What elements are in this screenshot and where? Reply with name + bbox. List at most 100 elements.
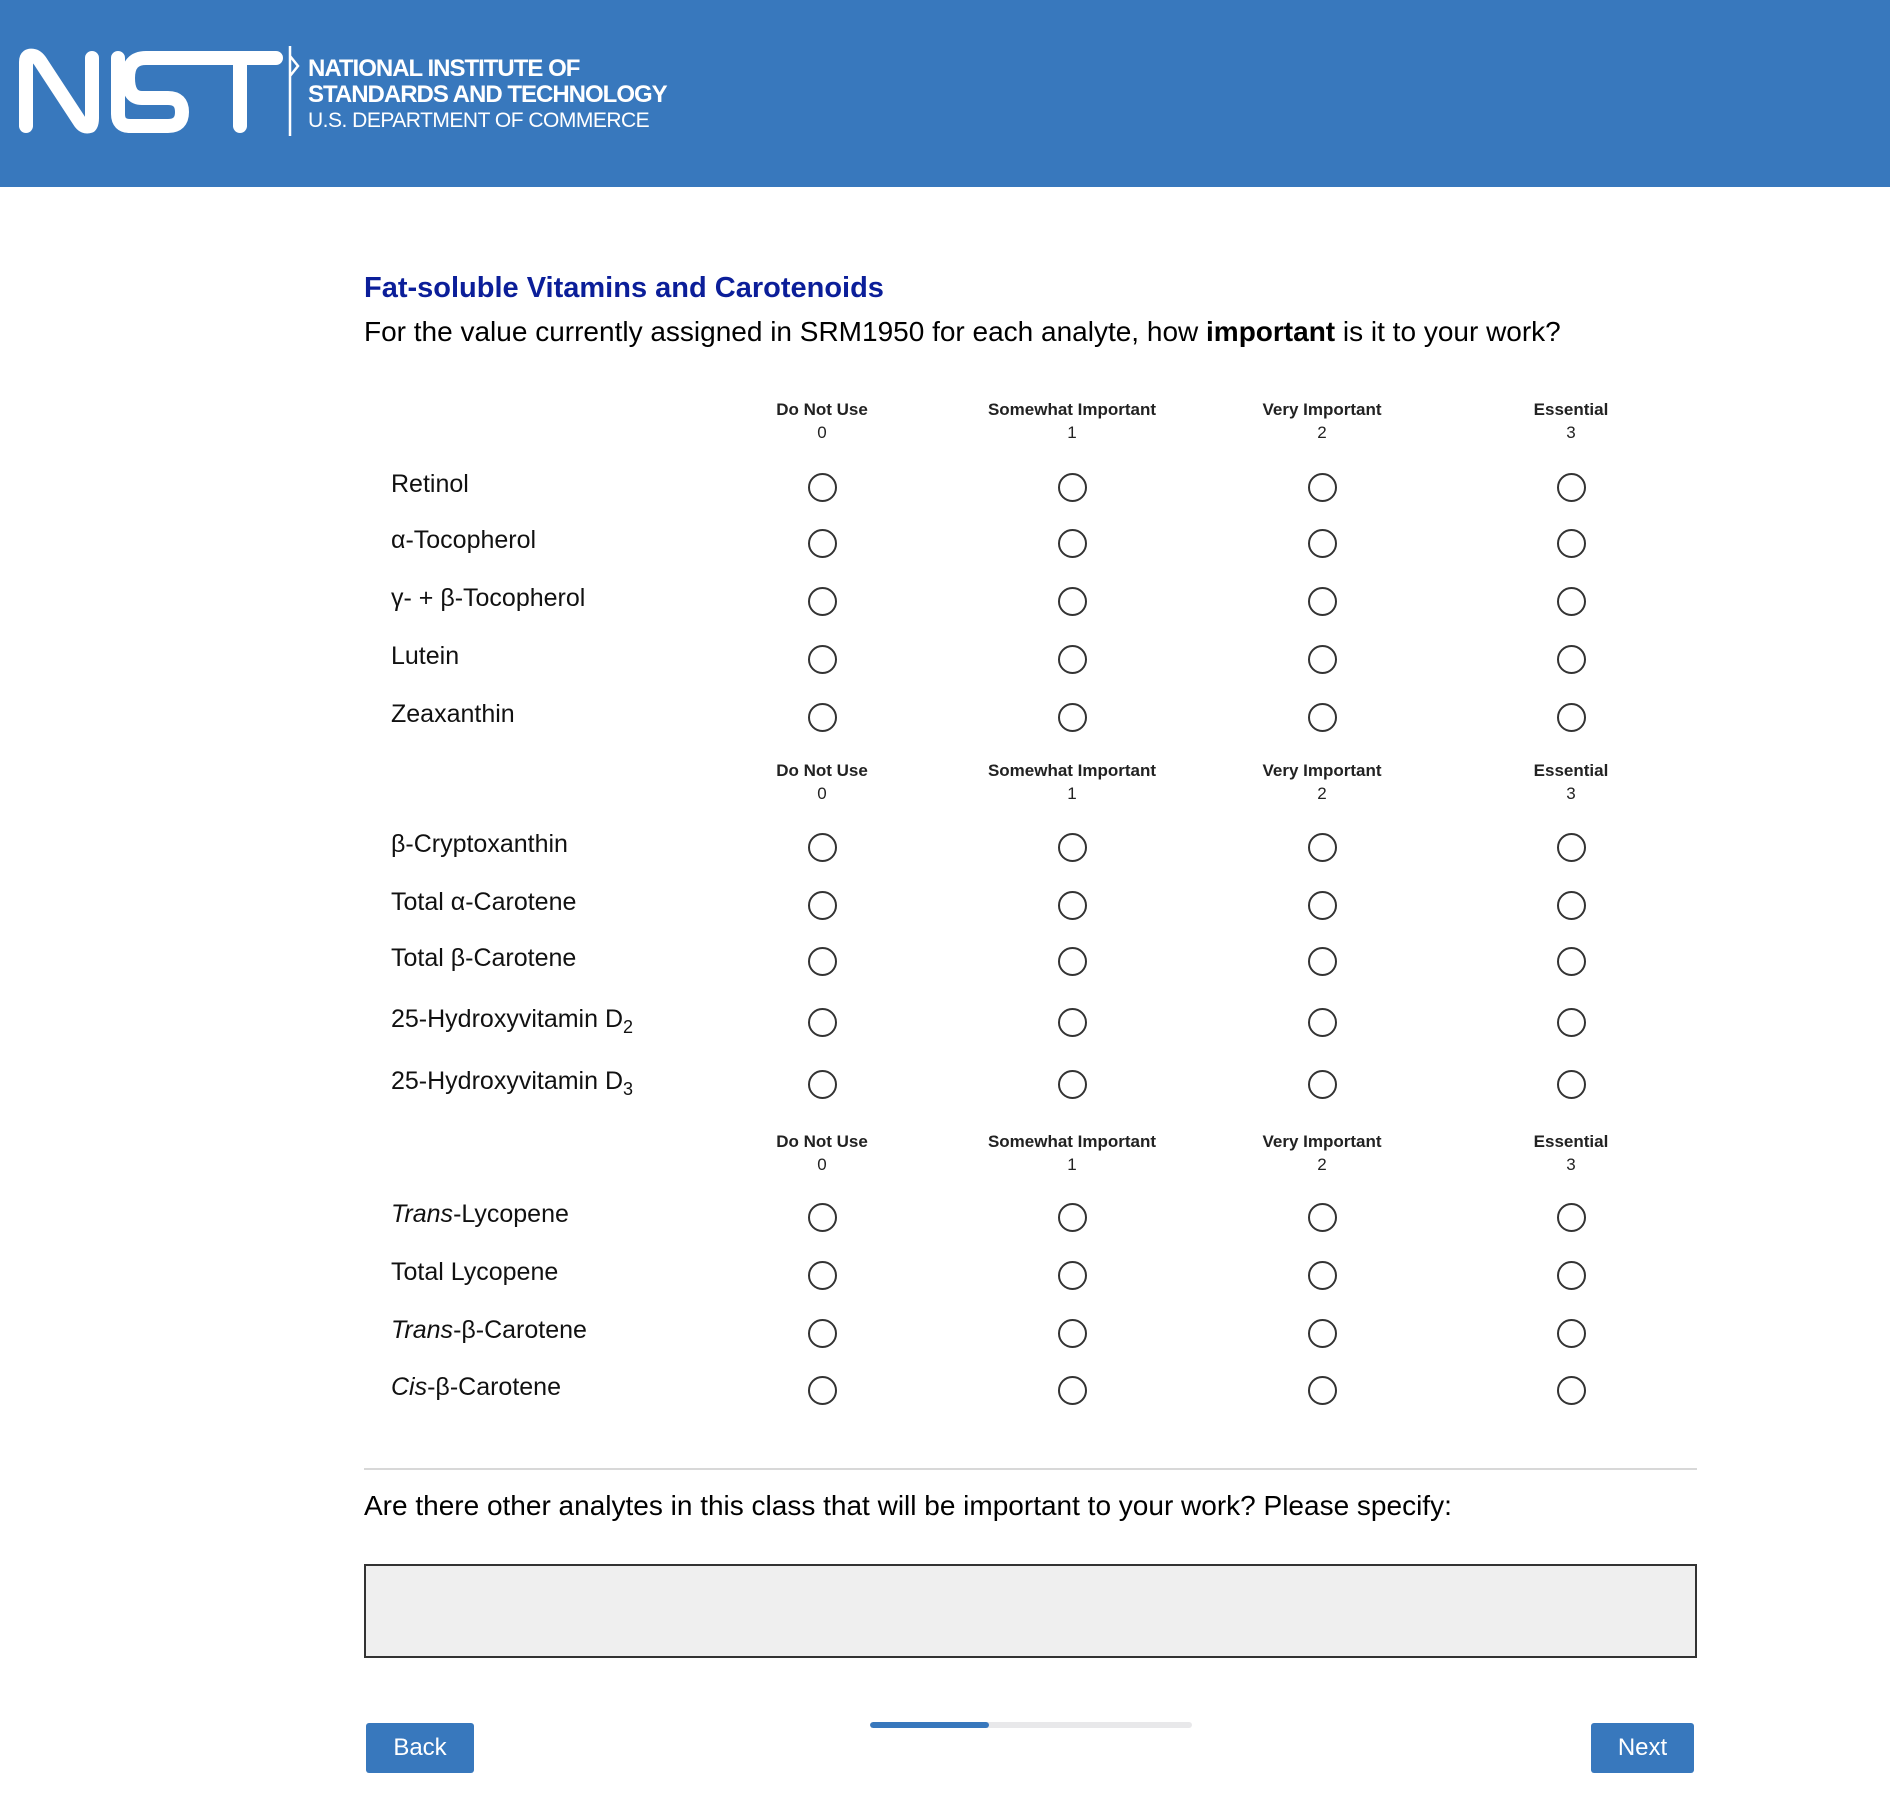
rating-radio[interactable]: [1057, 1375, 1087, 1405]
rating-radio[interactable]: [1556, 586, 1586, 616]
analyte-label: Trans-Lycopene: [391, 1200, 569, 1228]
rating-radio[interactable]: [1057, 702, 1087, 732]
column-header: Do Not Use 0: [692, 398, 952, 444]
column-header: Somewhat Important 1: [942, 759, 1202, 805]
rating-radio[interactable]: [1556, 1202, 1586, 1232]
rating-radio[interactable]: [1556, 1375, 1586, 1405]
rating-radio[interactable]: [1556, 644, 1586, 674]
rating-radio[interactable]: [1307, 586, 1337, 616]
rating-radio[interactable]: [807, 528, 837, 558]
column-header: Very Important 2: [1192, 759, 1452, 805]
column-header: Essential 3: [1441, 759, 1701, 805]
rating-radio[interactable]: [1307, 1202, 1337, 1232]
rating-radio[interactable]: [1556, 1318, 1586, 1348]
rating-radio[interactable]: [807, 1069, 837, 1099]
rating-radio[interactable]: [1307, 472, 1337, 502]
next-button[interactable]: Next: [1591, 1723, 1694, 1773]
rating-radio[interactable]: [1057, 586, 1087, 616]
column-label: Somewhat Important: [987, 1132, 1157, 1151]
rating-radio[interactable]: [1307, 1069, 1337, 1099]
analyte-label: 25-Hydroxyvitamin D3: [391, 1067, 634, 1099]
analyte-label: β-Cryptoxanthin: [391, 830, 568, 858]
rating-radio[interactable]: [807, 1007, 837, 1037]
progress-bar: [870, 1722, 1192, 1728]
column-label: Very Important: [1262, 400, 1382, 419]
analyte-label: Total α-Carotene: [391, 888, 577, 916]
rating-radio[interactable]: [1556, 528, 1586, 558]
rating-radio[interactable]: [1057, 472, 1087, 502]
rating-radio[interactable]: [807, 1202, 837, 1232]
rating-radio[interactable]: [1556, 1007, 1586, 1037]
agency-line-3: U.S. DEPARTMENT OF COMMERCE: [308, 109, 650, 132]
analyte-label: Retinol: [391, 470, 469, 498]
rating-radio[interactable]: [807, 890, 837, 920]
column-header: Essential 3: [1441, 398, 1701, 444]
rating-radio[interactable]: [1307, 946, 1337, 976]
rating-radio[interactable]: [807, 946, 837, 976]
rating-radio[interactable]: [1307, 1260, 1337, 1290]
analyte-label: Total β-Carotene: [391, 944, 577, 972]
question-emphasis: important: [1206, 316, 1336, 347]
column-label: Essential: [1533, 400, 1609, 419]
rating-radio[interactable]: [807, 644, 837, 674]
rating-radio[interactable]: [1057, 946, 1087, 976]
column-label: Do Not Use: [776, 1132, 868, 1151]
analyte-italic: Trans: [391, 1200, 454, 1228]
rating-radio[interactable]: [1057, 528, 1087, 558]
rating-radio[interactable]: [1057, 1260, 1087, 1290]
rating-radio[interactable]: [807, 1260, 837, 1290]
rating-radio[interactable]: [1057, 1318, 1087, 1348]
analyte-subscript: 2: [623, 1017, 634, 1037]
rating-radio[interactable]: [1057, 1202, 1087, 1232]
back-button[interactable]: Back: [366, 1723, 474, 1773]
rating-radio[interactable]: [1307, 832, 1337, 862]
rating-radio[interactable]: [1307, 644, 1337, 674]
rating-radio[interactable]: [1057, 1069, 1087, 1099]
column-header: Do Not Use 0: [692, 1130, 952, 1176]
analyte-label: Cis-β-Carotene: [391, 1373, 561, 1401]
rating-radio[interactable]: [1556, 1260, 1586, 1290]
rating-radio[interactable]: [1307, 528, 1337, 558]
section-title: Fat-soluble Vitamins and Carotenoids: [364, 272, 884, 304]
analyte-italic: Cis: [391, 1373, 428, 1401]
rating-radio[interactable]: [1556, 832, 1586, 862]
column-label: Somewhat Important: [987, 761, 1157, 780]
rating-radio[interactable]: [807, 1375, 837, 1405]
analyte-label: γ- + β-Tocopherol: [391, 584, 586, 612]
rating-radio[interactable]: [1556, 472, 1586, 502]
rating-radio[interactable]: [1556, 890, 1586, 920]
rating-radio[interactable]: [807, 702, 837, 732]
rating-radio[interactable]: [1307, 702, 1337, 732]
question-part: is it to your work?: [1335, 316, 1561, 347]
rating-radio[interactable]: [1307, 1318, 1337, 1348]
rating-radio[interactable]: [807, 586, 837, 616]
progress-fill: [870, 1722, 990, 1728]
column-value: 2: [1317, 1155, 1327, 1174]
rating-radio[interactable]: [1057, 832, 1087, 862]
rating-radio[interactable]: [1307, 1007, 1337, 1037]
rating-radio[interactable]: [1556, 1069, 1586, 1099]
rating-radio[interactable]: [1307, 890, 1337, 920]
rating-radio[interactable]: [1556, 702, 1586, 732]
rating-radio[interactable]: [807, 1318, 837, 1348]
rating-radio[interactable]: [1556, 946, 1586, 976]
column-header: Do Not Use 0: [692, 759, 952, 805]
rating-radio[interactable]: [1057, 644, 1087, 674]
column-header: Somewhat Important 1: [942, 1130, 1202, 1176]
column-value: 1: [1067, 784, 1077, 803]
analyte-label: Zeaxanthin: [391, 700, 515, 728]
analyte-label: α-Tocopherol: [391, 526, 537, 554]
column-value: 1: [1067, 423, 1077, 442]
site-header: NATIONAL INSTITUTE OF STANDARDS AND TECH…: [0, 0, 1890, 187]
rating-radio[interactable]: [807, 832, 837, 862]
rating-radio[interactable]: [1057, 1007, 1087, 1037]
other-analytes-textarea[interactable]: [364, 1564, 1697, 1658]
rating-radio[interactable]: [1057, 890, 1087, 920]
rating-radio[interactable]: [1307, 1375, 1337, 1405]
question-text: For the value currently assigned in SRM1…: [364, 316, 1561, 348]
other-analytes-question: Are there other analytes in this class t…: [364, 1490, 1452, 1521]
column-value: 0: [817, 784, 827, 803]
column-value: 2: [1317, 423, 1327, 442]
rating-radio[interactable]: [807, 472, 837, 502]
analyte-label: Lutein: [391, 642, 460, 670]
